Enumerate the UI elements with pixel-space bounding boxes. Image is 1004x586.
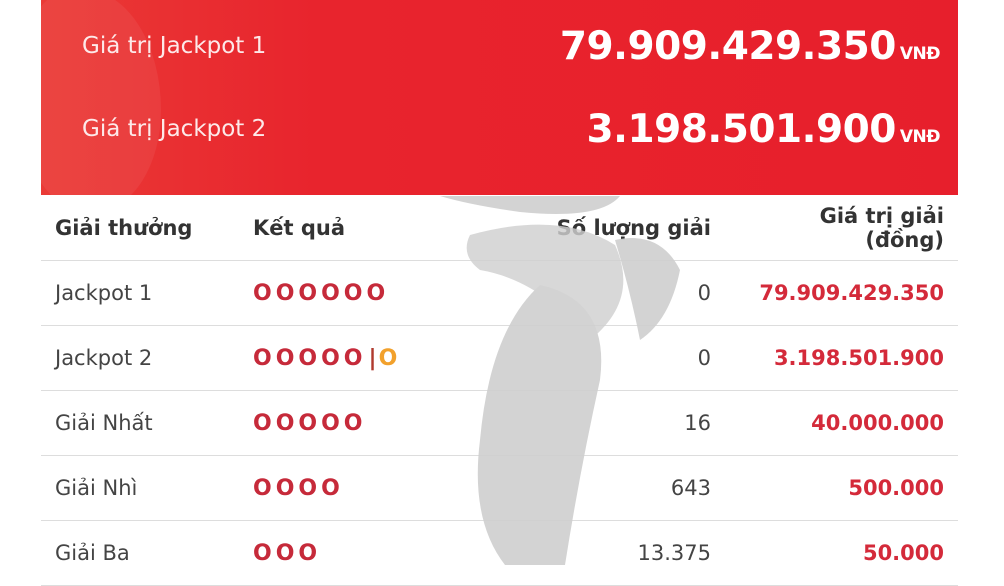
special-ball-icon: O [378,345,402,371]
jackpot-1-label: Giá trị Jackpot 1 [82,33,267,59]
prize-value: 50.000 [725,520,958,586]
prize-tier: Giải Nhì [41,455,239,521]
prize-value: 79.909.429.350 [725,260,958,326]
banner-decoration [41,0,161,195]
ball-icons: OOO [253,540,322,566]
winner-count: 643 [487,455,725,521]
prize-value: 40.000.000 [725,390,958,456]
table-row: Giải Nhì OOOO 643 500.000 [41,455,958,521]
jackpot-2-label: Giá trị Jackpot 2 [82,116,267,142]
header-result: Kết quả [239,195,487,261]
ball-icons: OOOOO [253,410,367,436]
jackpot-banner: Giá trị Jackpot 1 79.909.429.350 VNĐ Giá … [41,0,958,195]
table-row: Giải Ba OOO 13.375 50.000 [41,520,958,586]
result-balls: OOOOOO [239,260,487,326]
ball-icons: OOOOOO [253,280,390,306]
jackpot-2-value: 3.198.501.900 VNĐ [586,106,941,152]
jackpot-2-amount: 3.198.501.900 [586,106,897,152]
jackpot-1-row: Giá trị Jackpot 1 79.909.429.350 VNĐ [41,16,958,76]
currency-unit: VNĐ [899,43,941,64]
winner-count: 0 [487,325,725,391]
jackpot-1-value: 79.909.429.350 VNĐ [559,23,941,69]
table-header: Giải thưởng Kết quả Số lượng giải Giá tr… [41,195,958,261]
header-prize-tier: Giải thưởng [41,195,239,261]
result-balls: OOO [239,520,487,586]
jackpot-1-amount: 79.909.429.350 [559,23,896,69]
jackpot-2-row: Giá trị Jackpot 2 3.198.501.900 VNĐ [41,99,958,159]
prize-tier: Jackpot 1 [41,260,239,326]
header-prize-value: Giá trị giải (đồng) [725,195,958,261]
table-row: Jackpot 2 OOOOO|O 0 3.198.501.900 [41,325,958,391]
prize-tier: Giải Nhất [41,390,239,456]
prize-value: 500.000 [725,455,958,521]
table-row: Jackpot 1 OOOOOO 0 79.909.429.350 [41,260,958,326]
separator: | [368,345,377,371]
ball-icons: OOOOO [253,345,367,371]
prize-tier: Jackpot 2 [41,325,239,391]
result-balls: OOOOO [239,390,487,456]
winner-count: 16 [487,390,725,456]
currency-unit: VNĐ [899,126,941,147]
result-balls: OOOO [239,455,487,521]
table-row: Giải Nhất OOOOO 16 40.000.000 [41,390,958,456]
winner-count: 0 [487,260,725,326]
result-balls: OOOOO|O [239,325,487,391]
header-count: Số lượng giải [487,195,725,261]
ball-icons: OOOO [253,475,344,501]
prize-value: 3.198.501.900 [725,325,958,391]
prize-tier: Giải Ba [41,520,239,586]
prize-table: Giải thưởng Kết quả Số lượng giải Giá tr… [41,195,958,586]
winner-count: 13.375 [487,520,725,586]
